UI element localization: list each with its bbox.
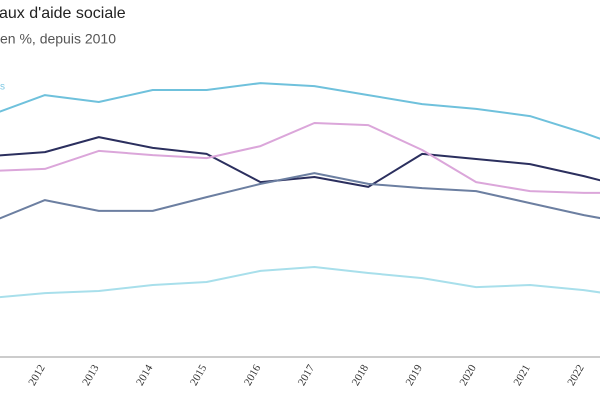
x-tick-label: 2012	[26, 363, 47, 388]
series-line	[0, 136, 600, 188]
x-tick-label: 2022	[565, 363, 586, 388]
x-tick-label: 2021	[511, 363, 532, 388]
x-tick-label: 2013	[80, 362, 102, 387]
x-tick-label: 2017	[296, 362, 318, 387]
series-line	[0, 82, 600, 140]
chart-title: aux d'aide sociale	[0, 5, 126, 22]
annotation: s	[0, 82, 5, 93]
series-line	[0, 172, 600, 220]
x-tick-label: 2018	[350, 362, 372, 387]
x-tick-label: 2015	[188, 362, 210, 387]
x-tick-label: 2016	[242, 362, 264, 387]
x-tick-label: 2020	[457, 362, 479, 387]
x-tick-label: 2014	[134, 362, 156, 387]
series-line	[0, 266, 600, 299]
x-tick-label: 2019	[404, 362, 426, 387]
chart-subtitle: en %, depuis 2010	[0, 31, 116, 47]
series-line	[0, 122, 600, 194]
